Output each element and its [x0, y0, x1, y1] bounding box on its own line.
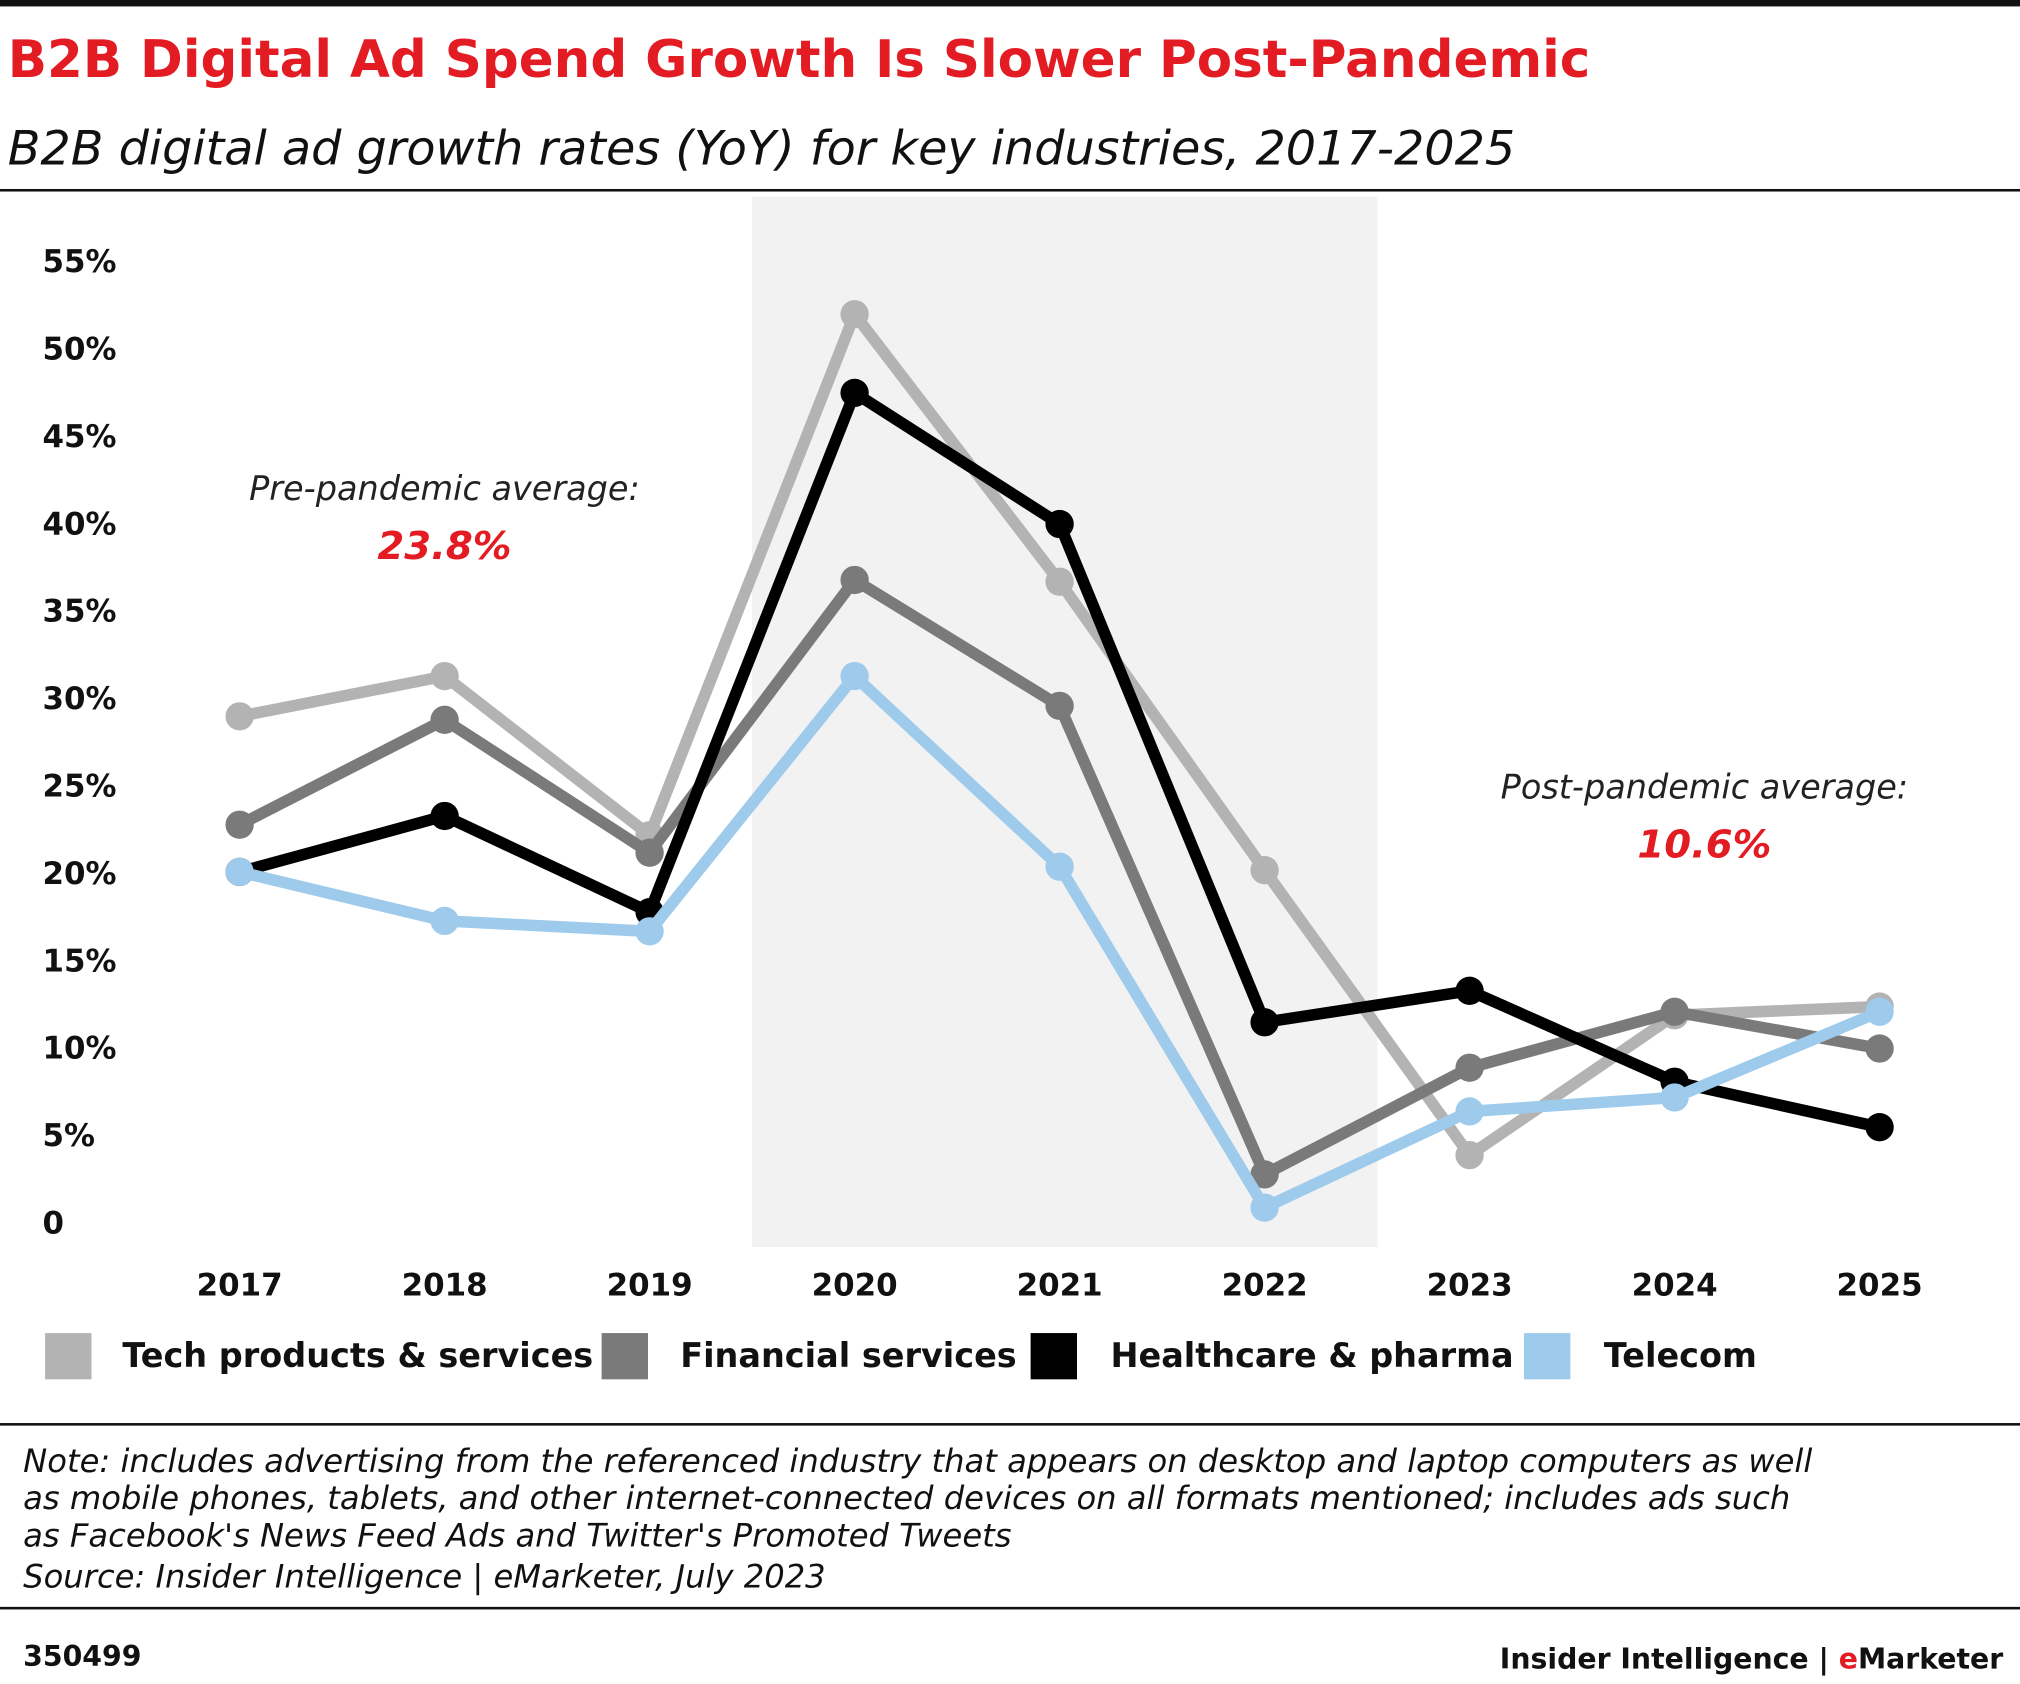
x-tick-label: 2023: [1427, 1267, 1513, 1303]
y-tick-label: 55%: [43, 244, 117, 280]
annotation: Pre-pandemic average:: [249, 469, 640, 508]
data-point: [1250, 1008, 1279, 1037]
legend-swatch: [1030, 1333, 1077, 1380]
legend-swatch: [1524, 1333, 1571, 1380]
y-tick-label: 30%: [43, 681, 117, 717]
y-tick-label: 40%: [43, 506, 117, 542]
x-tick-label: 2019: [607, 1267, 693, 1303]
x-tick-label: 2020: [812, 1267, 898, 1303]
source: Source: Insider Intelligence | eMarketer…: [23, 1558, 825, 1596]
y-tick-label: 15%: [43, 943, 117, 979]
data-point: [1045, 509, 1074, 539]
y-tick-label: 20%: [43, 856, 117, 892]
data-point: [635, 838, 664, 867]
data-point: [225, 857, 254, 887]
data-point: [1865, 1113, 1894, 1142]
data-point: [1865, 997, 1894, 1026]
data-point: [840, 300, 869, 329]
y-tick-label: 0: [43, 1206, 65, 1242]
x-tick-label: 2018: [402, 1267, 488, 1303]
top-rule: [0, 0, 2020, 7]
annotation-value: 10.6%: [1637, 822, 1771, 867]
x-tick-label: 2021: [1017, 1267, 1103, 1303]
plot: 0 5% 10% 15% 20% 25% 30% 35% 40% 45% 50% 55% 2017 201…: [43, 196, 1923, 1380]
rule: [0, 188, 2020, 192]
data-point: [1455, 1053, 1484, 1082]
brand-part: Insider Intelligence |: [1500, 1643, 1839, 1676]
data-point: [225, 810, 254, 839]
data-point: [430, 705, 459, 734]
note: as Facebook's News Feed Ads and Twitter'…: [23, 1516, 1012, 1554]
chart-title: B2B Digital Ad Spend Growth Is Slower Po…: [8, 30, 1591, 90]
data-point: [840, 378, 869, 408]
data-point: [1660, 1083, 1689, 1112]
annotation: Post-pandemic average:: [1501, 767, 1908, 806]
legend-swatch: [601, 1333, 648, 1380]
annotation-value: 23.8%: [377, 524, 511, 569]
data-point: [1865, 1034, 1894, 1063]
brand-part: e: [1839, 1643, 1858, 1676]
x-tick-label: 2025: [1837, 1267, 1923, 1303]
note: as mobile phones, tablets, and other int…: [23, 1479, 1790, 1517]
data-point: [635, 917, 664, 946]
data-point: [1045, 691, 1074, 720]
y-tick-label: 35%: [43, 594, 117, 630]
x-tick-label: 2024: [1632, 1267, 1718, 1303]
data-point: [430, 801, 459, 831]
y-tick-label: 10%: [43, 1031, 117, 1067]
rule: [0, 1606, 2020, 1610]
x-tick-label: 2017: [197, 1267, 283, 1303]
x-tick-label: 2022: [1222, 1267, 1308, 1303]
brand-part: Marketer: [1858, 1643, 2003, 1676]
data-point: [1455, 976, 1484, 1005]
data-point: [840, 661, 869, 691]
brand: Insider Intelligence | eMarketer: [1500, 1643, 2003, 1676]
data-point: [1045, 567, 1074, 596]
chart-subtitle: B2B digital ad growth rates (YoY) for ke…: [8, 122, 1516, 177]
data-point: [1250, 1193, 1279, 1222]
data-point: [1250, 1160, 1279, 1189]
data-point: [430, 906, 459, 936]
data-point: [430, 661, 459, 691]
data-point: [1455, 1097, 1484, 1126]
data-point: [1455, 1141, 1484, 1170]
y-tick-label: 50%: [43, 331, 117, 367]
data-point: [1045, 852, 1074, 881]
y-tick-label: 25%: [43, 769, 117, 805]
y-tick-label: 5%: [43, 1118, 95, 1154]
legend-label: Healthcare & pharma: [1110, 1336, 1513, 1375]
y-tick-label: 45%: [43, 419, 117, 455]
data-point: [1250, 856, 1279, 885]
legend-label: Telecom: [1604, 1336, 1757, 1375]
legend-label: Financial services: [680, 1336, 1017, 1375]
data-point: [840, 565, 869, 595]
legend-label: Tech products & services: [122, 1336, 593, 1375]
legend-swatch: [45, 1333, 92, 1380]
data-point: [1660, 997, 1689, 1026]
data-point: [225, 702, 254, 731]
rule: [0, 1423, 2020, 1426]
chart-id: 350499: [23, 1640, 141, 1673]
note: Note: includes advertising from the refe…: [23, 1442, 1812, 1480]
